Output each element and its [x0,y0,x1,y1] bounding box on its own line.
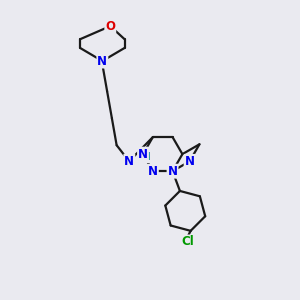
Text: N: N [168,165,178,178]
Text: N: N [184,155,195,168]
Text: N: N [138,148,148,160]
Text: N: N [124,154,134,168]
Text: N: N [148,165,158,178]
Text: H: H [142,152,151,162]
Text: N: N [97,55,107,68]
Text: Cl: Cl [181,236,194,248]
Text: O: O [105,20,115,33]
